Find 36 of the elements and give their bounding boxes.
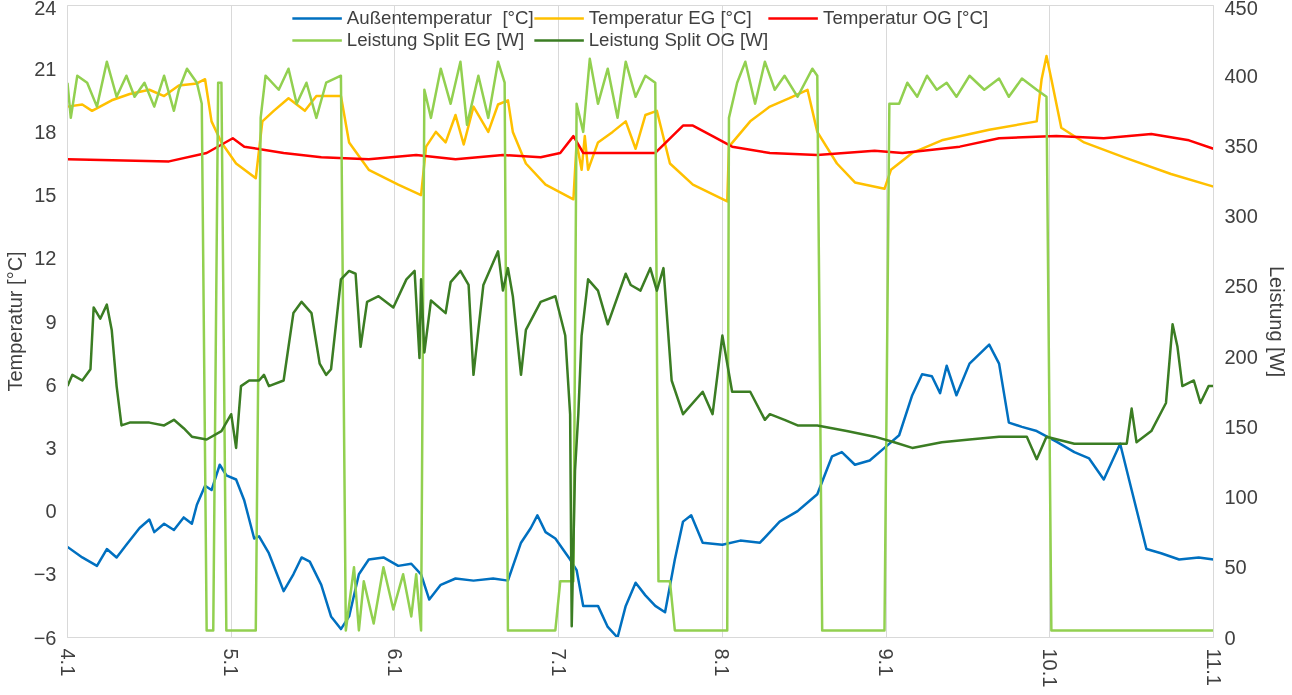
- x-tick-label: 10.1: [1038, 648, 1061, 688]
- x-tick-label: 4.1: [56, 648, 79, 677]
- y2-tick-label: 200: [1224, 345, 1258, 368]
- y-tick-label: 21: [34, 57, 57, 80]
- y-tick-label: 3: [45, 436, 57, 459]
- y2-tick-label: 450: [1224, 0, 1258, 19]
- y-tick-label: −3: [33, 563, 57, 586]
- x-tick-label: 9.1: [875, 648, 898, 677]
- y-tick-label: 0: [45, 500, 57, 523]
- legend-label: Leistung Split OG [W]: [588, 29, 769, 51]
- y-tick-label: 18: [34, 120, 57, 143]
- legend-label: Temperatur OG [°C]: [823, 7, 989, 29]
- x-tick-label: 7.1: [547, 648, 570, 677]
- y2-axis-title: Leistung [W]: [1265, 265, 1288, 378]
- y2-tick-label: 100: [1224, 486, 1258, 509]
- legend-label: Außentemperatur [°C]: [346, 7, 534, 29]
- y2-tick-label: 50: [1224, 556, 1247, 579]
- y-tick-label: 24: [34, 0, 57, 19]
- y2-tick-label: 150: [1224, 415, 1258, 438]
- x-tick-label: 5.1: [220, 648, 243, 677]
- y-tick-label: −6: [33, 626, 57, 649]
- y2-tick-label: 300: [1224, 205, 1258, 228]
- x-tick-label: 6.1: [383, 648, 406, 677]
- y-tick-label: 6: [45, 373, 57, 396]
- y-axis-title: Temperatur [°C]: [3, 251, 26, 392]
- legend-label: Leistung Split EG [W]: [346, 29, 525, 51]
- y2-tick-label: 350: [1224, 134, 1258, 157]
- y2-tick-label: 0: [1224, 626, 1236, 649]
- y2-tick-label: 400: [1224, 64, 1258, 87]
- x-tick-label: 8.1: [711, 648, 734, 677]
- legend-label: Temperatur EG [°C]: [588, 7, 752, 29]
- y-tick-label: 12: [34, 247, 57, 270]
- y-tick-label: 15: [34, 184, 57, 207]
- y2-tick-label: 250: [1224, 275, 1258, 298]
- x-tick-label: 11.1: [1202, 648, 1225, 686]
- y-tick-label: 9: [45, 310, 57, 333]
